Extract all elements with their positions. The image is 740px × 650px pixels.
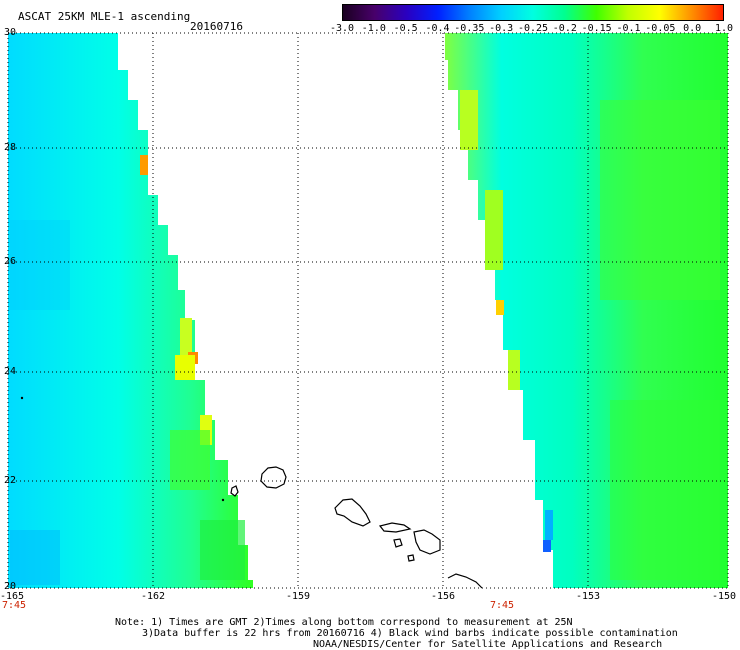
lat-label: 28 — [4, 142, 17, 153]
coastlines — [230, 466, 483, 589]
maui-coast — [413, 529, 441, 555]
left-swath-patch — [140, 155, 148, 175]
colorbar-ticks: -3.0 -1.0 -0.5 -0.4 -0.35 -0.3 -0.25 -0.2 -0.15-… — [0, 23, 740, 35]
colorbar-tick-label: -0.4 — [425, 23, 450, 34]
kauai-coast — [260, 466, 287, 489]
lat-label: 24 — [4, 366, 17, 377]
colorbar-tick-label: -0.15 — [581, 23, 612, 34]
lon-label: -150 — [712, 591, 737, 602]
lon-label: -162 — [141, 591, 166, 602]
lanai-coast — [393, 538, 403, 548]
left-swath-patch — [10, 530, 60, 585]
kahoolawe-coast — [407, 554, 415, 562]
right-swath-patch — [508, 350, 520, 390]
niihau-coast — [230, 485, 239, 497]
left-swath-patch — [175, 355, 195, 380]
note-line-1: Note: 1) Times are GMT 2)Times along bot… — [115, 617, 573, 628]
footnotes: Note: 1) Times are GMT 2)Times along bot… — [115, 617, 678, 650]
wind-barb-mark — [20, 396, 24, 400]
colorbar-tick-label: -0.25 — [517, 23, 549, 34]
right-swath-patch — [545, 510, 553, 540]
lat-label: 30 — [4, 27, 17, 38]
right-swath-patch — [460, 90, 478, 150]
left-swath-patch — [170, 430, 210, 490]
pass-time-label: 7:45 — [2, 600, 27, 611]
lon-label: -159 — [286, 591, 311, 602]
colorbar-tick-label: -0.3 — [489, 23, 514, 34]
colorbar-tick-label: 1.0 — [714, 23, 734, 34]
lon-label: -153 — [576, 591, 601, 602]
big-island-coast — [447, 573, 483, 589]
colorbar-tick-label: -0.5 — [393, 23, 418, 34]
lat-lon-grid — [8, 33, 728, 588]
right-swath-patch — [610, 400, 720, 580]
note-line-3: NOAA/NESDIS/Center for Satellite Applica… — [313, 639, 663, 650]
colorbar-tick-label: -0.35 — [454, 23, 485, 34]
colorbar-tick-label: -0.1 — [616, 23, 641, 34]
colorbar-tick-label: -1.0 — [361, 23, 386, 34]
oahu-coast — [334, 498, 371, 527]
right-swath-patch — [496, 300, 504, 315]
left-swath — [8, 33, 253, 588]
lon-label: -156 — [431, 591, 456, 602]
plot-frame — [7, 32, 729, 589]
left-swath-patch — [10, 220, 70, 310]
wind-barb-mark — [221, 498, 225, 502]
product-title: ASCAT 25KM MLE-1 ascending — [18, 10, 191, 23]
left-swath-patch — [200, 520, 245, 580]
right-swath-patch — [543, 540, 551, 552]
colorbar-tick-label: -0.05 — [645, 23, 676, 34]
colorbar-tick-label: 0.0 — [683, 23, 702, 34]
note-line-2: 3)Data buffer is 22 hrs from 20160716 4)… — [142, 628, 678, 639]
lat-label: 20 — [4, 581, 17, 592]
molokai-coast — [378, 522, 412, 533]
lat-label: 22 — [4, 475, 17, 486]
colorbar — [342, 4, 724, 21]
right-swath-patch — [485, 190, 503, 270]
colorbar-tick-label: -0.2 — [552, 23, 577, 34]
pass-time-label: 7:45 — [490, 600, 515, 611]
left-swath-patch — [180, 318, 192, 358]
lon-label: -165 — [0, 591, 25, 602]
lat-label: 26 — [4, 256, 17, 267]
date-label: 20160716 — [190, 20, 243, 33]
right-swath-patch — [600, 100, 720, 300]
colorbar-tick-label: -3.0 — [329, 23, 355, 34]
